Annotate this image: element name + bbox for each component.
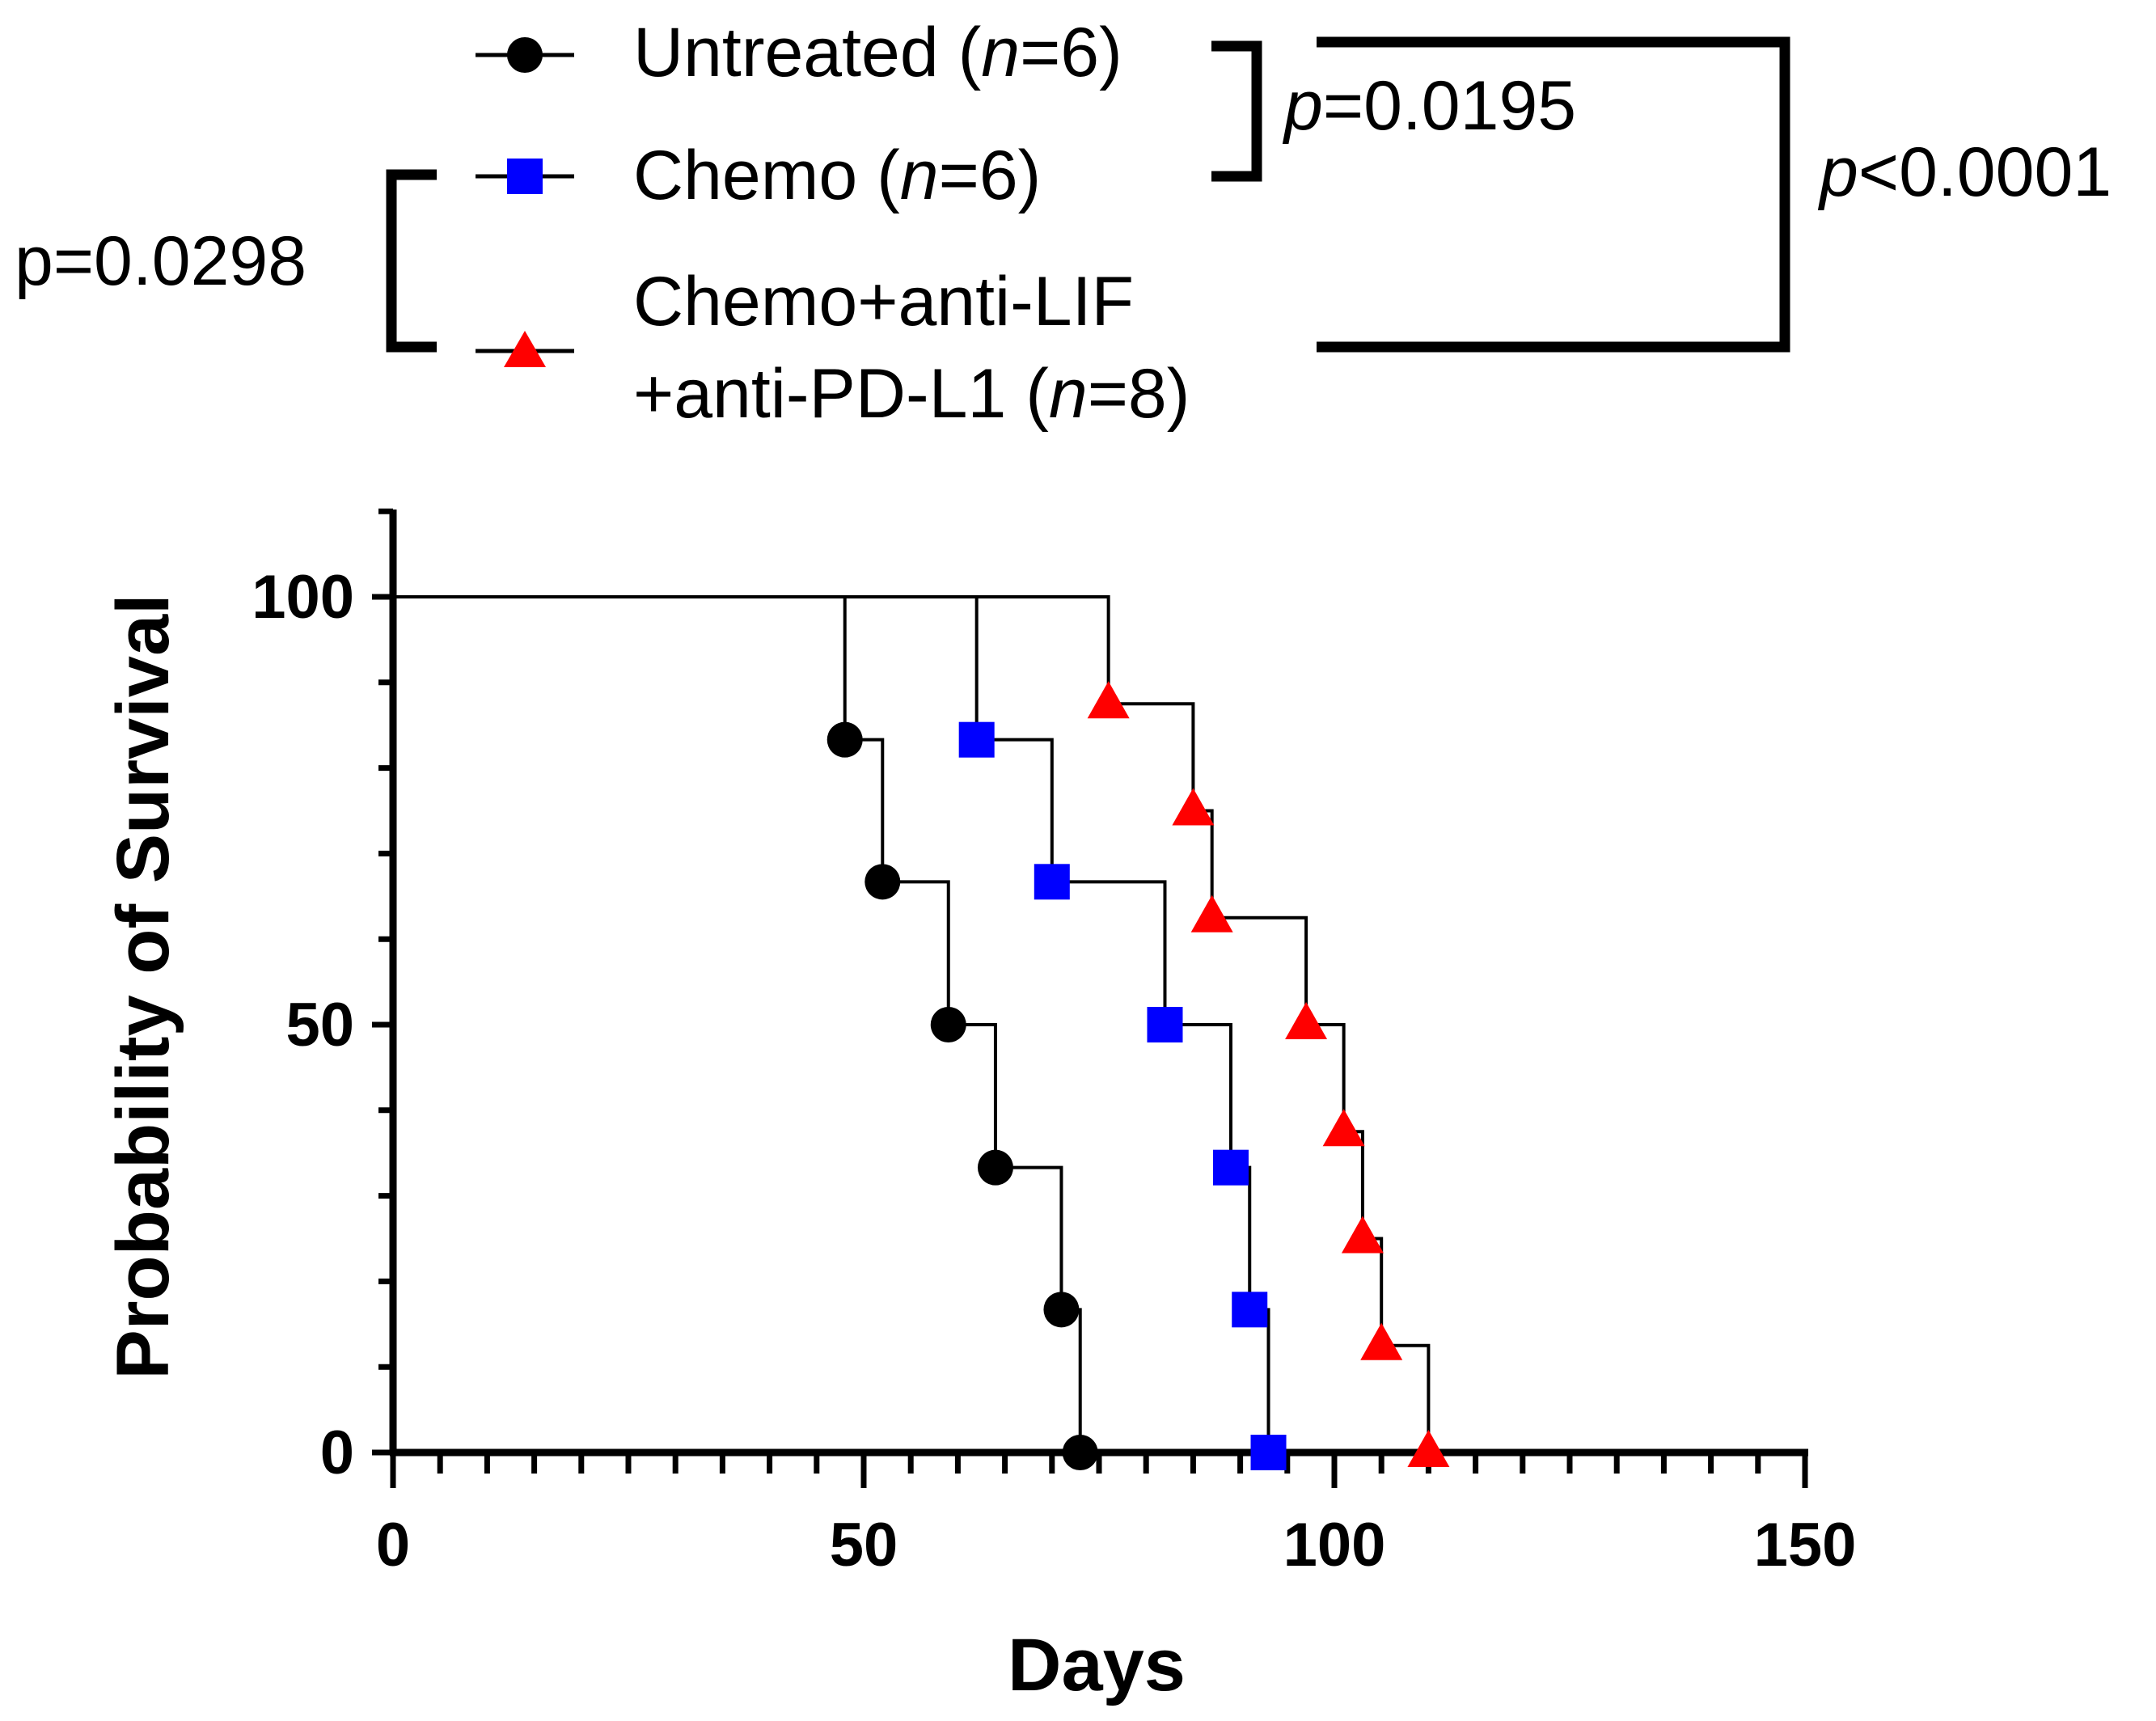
km-markers-triple xyxy=(1087,681,1450,1467)
data-point-triangle xyxy=(1360,1322,1403,1360)
data-point-triangle xyxy=(1407,1430,1450,1467)
data-point-square xyxy=(1147,1007,1183,1042)
series-layer xyxy=(393,595,1450,1470)
legend-marker-triangle-icon xyxy=(504,331,546,367)
legend: Untreated (n=6) Chemo (n=6) Chemo+anti-L… xyxy=(476,14,1190,433)
legend-label-triple-line2: +anti-PD-L1 (n=8) xyxy=(633,355,1190,433)
plot-area: 0 50 100 0 50 100 150 xyxy=(252,508,1857,1579)
data-point-triangle xyxy=(1341,1216,1384,1254)
data-point-square xyxy=(1034,864,1070,900)
legend-label-triple-line1: Chemo+anti-LIF xyxy=(633,263,1134,340)
x-tick-label: 150 xyxy=(1754,1511,1857,1579)
data-point-square xyxy=(1212,1149,1249,1186)
y-tick-label: 0 xyxy=(320,1419,354,1487)
data-point-triangle xyxy=(1087,681,1130,719)
km-markers-untreated xyxy=(826,721,1098,1470)
x-tick-label: 50 xyxy=(830,1511,898,1579)
legend-item-chemo: Chemo (n=6) xyxy=(476,137,1041,214)
km-step-line xyxy=(393,595,1431,1452)
km-markers-chemo xyxy=(958,721,1287,1470)
data-point-circle xyxy=(1062,1435,1098,1470)
comparison-brackets: p=0.0195 p<0.0001 p=0.0298 xyxy=(15,36,2112,353)
x-axis-title: Days xyxy=(1008,1624,1186,1706)
km-curve-chemo xyxy=(393,595,1270,1452)
data-point-triangle xyxy=(1172,788,1215,826)
data-point-triangle xyxy=(1190,894,1233,932)
km-step-line xyxy=(393,595,1270,1452)
data-point-square xyxy=(1232,1292,1268,1328)
legend-item-triple: Chemo+anti-LIF +anti-PD-L1 (n=8) xyxy=(476,263,1190,433)
data-point-square xyxy=(1250,1435,1287,1470)
y-axis: 0 50 100 xyxy=(252,508,397,1487)
legend-label-chemo: Chemo (n=6) xyxy=(633,137,1041,214)
data-point-circle xyxy=(865,864,901,900)
legend-marker-square-icon xyxy=(507,159,543,194)
data-point-square xyxy=(958,721,995,758)
pvalue-chemo-vs-triple: p=0.0298 xyxy=(15,222,306,300)
bracket-untreated-vs-chemo xyxy=(1211,40,1262,182)
y-tick-label: 50 xyxy=(285,991,354,1059)
bracket-chemo-vs-triple xyxy=(386,169,437,353)
x-tick-label: 0 xyxy=(376,1511,410,1579)
pvalue-untreated-vs-chemo: p=0.0195 xyxy=(1282,67,1576,145)
data-point-circle xyxy=(930,1007,966,1042)
data-point-circle xyxy=(1043,1292,1080,1328)
legend-item-untreated: Untreated (n=6) xyxy=(476,14,1122,91)
data-point-triangle xyxy=(1322,1109,1365,1147)
data-point-circle xyxy=(977,1149,1013,1186)
data-point-triangle xyxy=(1285,1002,1328,1039)
pvalue-untreated-vs-triple: p<0.0001 xyxy=(1817,133,2112,211)
data-point-circle xyxy=(826,721,863,758)
km-curve-triple xyxy=(393,595,1431,1452)
x-tick-label: 100 xyxy=(1283,1511,1386,1579)
x-axis: 0 50 100 150 xyxy=(376,1448,1857,1579)
legend-label-untreated: Untreated (n=6) xyxy=(633,14,1122,91)
y-tick-label: 100 xyxy=(252,563,354,632)
legend-marker-circle-icon xyxy=(507,37,543,73)
y-axis-title: Probability of Survival xyxy=(102,594,184,1379)
bracket-untreated-vs-triple xyxy=(1317,36,1790,353)
